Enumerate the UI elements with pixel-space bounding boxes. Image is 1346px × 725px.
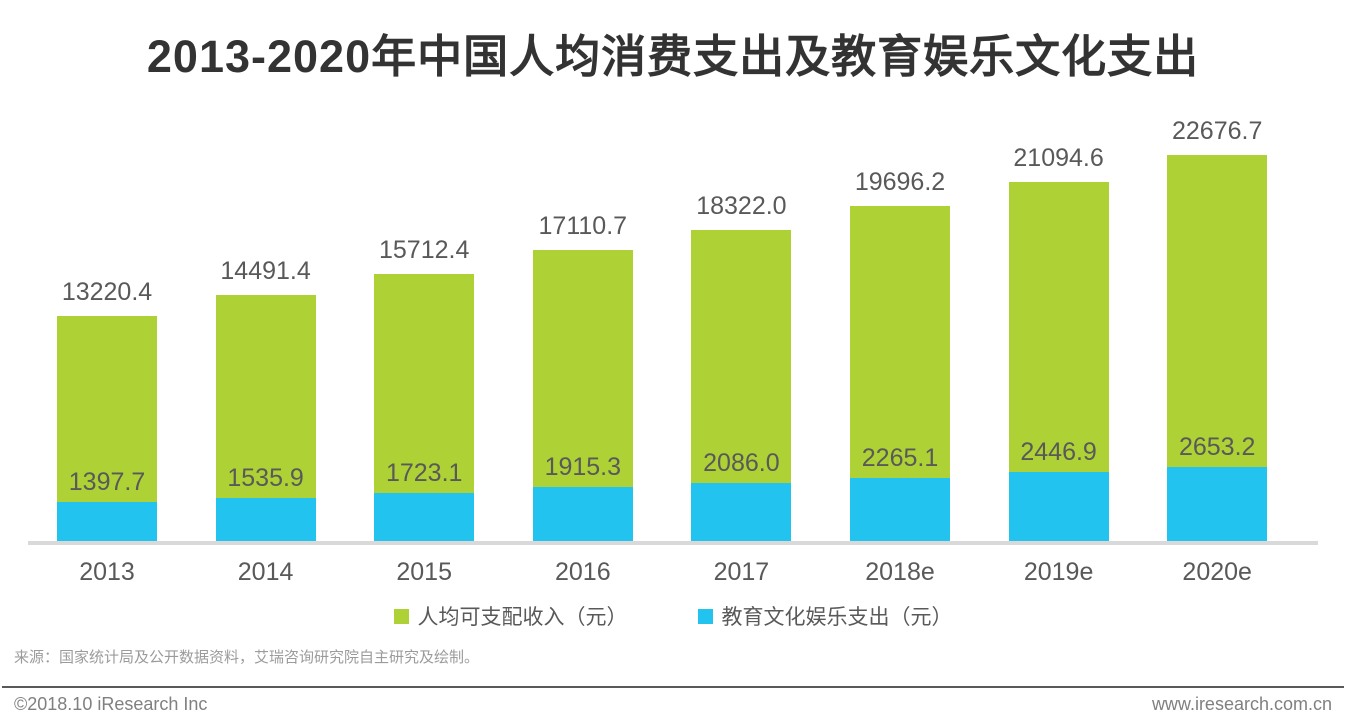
- value-label-edu-culture-spend-2013: 1397.7: [68, 468, 146, 496]
- legend-item-edu-culture-spend: 教育文化娱乐支出（元）: [697, 601, 953, 631]
- x-axis-label-2016: 2016: [554, 558, 611, 586]
- bar-edu-culture-spend-2016: [532, 487, 633, 541]
- value-label-edu-culture-spend-2016: 1915.3: [544, 453, 622, 481]
- footer-copyright: ©2018.10 iResearch Inc: [14, 694, 208, 714]
- value-label-disposable-income-2020e: 22676.7: [1172, 117, 1263, 145]
- bar-edu-culture-spend-2018e: [850, 478, 950, 541]
- x-axis-label-2020e: 2020e: [1182, 558, 1252, 586]
- x-axis-label-2019e: 2019e: [1023, 558, 1094, 586]
- value-label-disposable-income-2014: 14491.4: [220, 257, 311, 285]
- bar-edu-culture-spend-2015: [374, 493, 475, 541]
- chart-title: 2013-2020年中国人均消费支出及教育娱乐文化支出: [146, 31, 1200, 82]
- value-label-disposable-income-2019e: 21094.6: [1013, 144, 1104, 172]
- x-axis-line: [28, 541, 1318, 545]
- x-axis-label-2018e: 2018e: [865, 558, 935, 586]
- value-label-disposable-income-2015: 15712.4: [379, 236, 470, 264]
- x-axis-label-2014: 2014: [237, 558, 294, 586]
- legend: 人均可支配收入（元） 教育文化娱乐支出（元）: [0, 601, 1346, 631]
- value-label-disposable-income-2016: 17110.7: [538, 212, 628, 240]
- legend-item-disposable-income: 人均可支配收入（元）: [393, 601, 628, 631]
- legend-label-edu-culture-spend: 教育文化娱乐支出（元）: [721, 606, 953, 629]
- value-label-edu-culture-spend-2014: 1535.9: [227, 464, 304, 492]
- bar-edu-culture-spend-2019e: [1008, 472, 1109, 541]
- legend-label-disposable-income: 人均可支配收入（元）: [417, 606, 628, 629]
- x-axis-label-2013: 2013: [79, 558, 135, 586]
- value-label-disposable-income-2018e: 19696.2: [854, 168, 946, 196]
- legend-swatch-green: [393, 608, 409, 624]
- value-label-edu-culture-spend-2017: 2086.0: [703, 449, 780, 477]
- bar-edu-culture-spend-2017: [691, 483, 792, 541]
- value-label-edu-culture-spend-2019e: 2446.9: [1020, 438, 1097, 466]
- x-axis-label-2017: 2017: [713, 558, 770, 586]
- bar-edu-culture-spend-2014: [215, 498, 316, 541]
- value-label-disposable-income-2013: 13220.4: [61, 278, 153, 306]
- legend-swatch-blue: [697, 608, 713, 624]
- value-label-edu-culture-spend-2018e: 2265.1: [861, 444, 939, 472]
- value-label-edu-culture-spend-2015: 1723.1: [385, 459, 463, 487]
- x-axis-label-2015: 2015: [396, 558, 452, 586]
- footer-divider: [2, 686, 1344, 688]
- bar-edu-culture-spend-2020e: [1167, 467, 1268, 541]
- value-label-disposable-income-2017: 18322.0: [696, 192, 787, 220]
- value-label-edu-culture-spend-2020e: 2653.2: [1178, 433, 1256, 461]
- footer-website-url: www.iresearch.com.cn: [1151, 694, 1332, 714]
- bar-edu-culture-spend-2013: [57, 502, 157, 541]
- source-note: 来源：国家统计局及公开数据资料，艾瑞咨询研究院自主研究及绘制。: [14, 649, 480, 666]
